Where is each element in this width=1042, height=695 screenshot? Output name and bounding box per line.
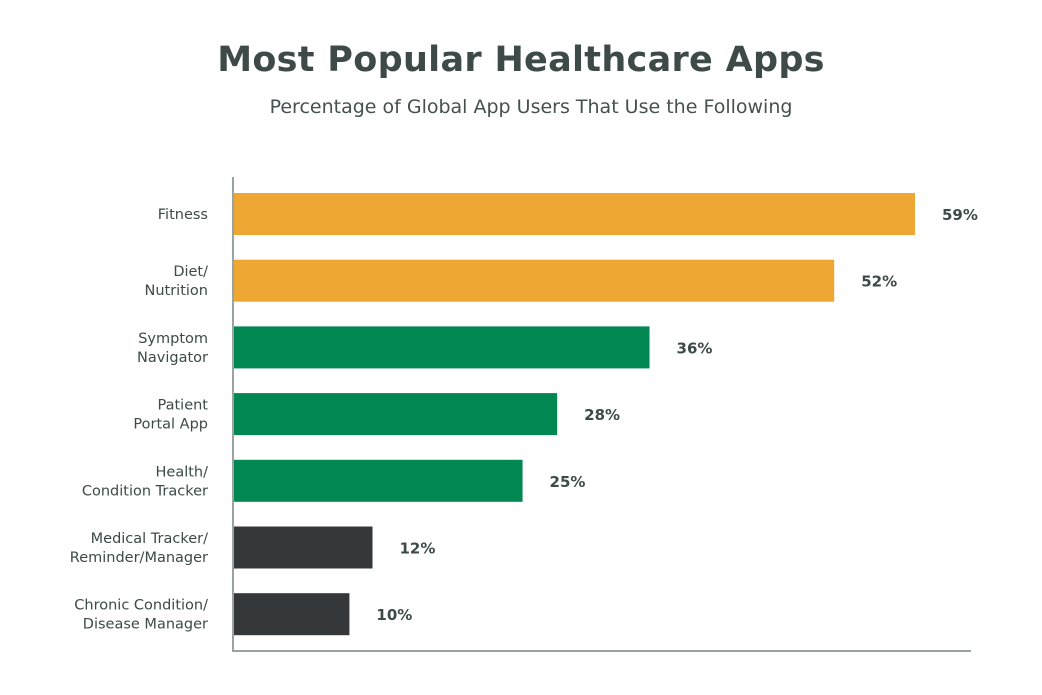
value-label: 25% [550, 473, 586, 491]
chart-subtitle: Percentage of Global App Users That Use … [269, 96, 793, 118]
value-label: 10% [376, 606, 412, 624]
category-label-line: Disease Manager [83, 617, 208, 633]
category-label-line: Nutrition [145, 283, 209, 299]
bar [234, 593, 350, 636]
bar [234, 326, 650, 369]
bar [234, 393, 558, 436]
bar [234, 526, 373, 569]
category-label: Chronic Condition/Disease Manager [74, 598, 208, 633]
category-label-line: Portal App [133, 417, 208, 433]
value-label: 59% [942, 206, 978, 224]
category-label-line: Fitness [158, 207, 208, 223]
category-label-line: Symptom [138, 331, 208, 347]
bar [234, 459, 523, 502]
value-label: 28% [584, 406, 620, 424]
category-label: Diet/Nutrition [145, 264, 209, 299]
value-label: 52% [861, 273, 897, 291]
category-label-line: Diet/ [173, 264, 208, 280]
chart-title: Most Popular Healthcare Apps [217, 40, 825, 80]
value-labels: 59% 52% 36% 28% 25% 12% 10% [376, 206, 977, 624]
category-label: Symptom Navigator [137, 331, 208, 366]
category-label-line: Navigator [137, 350, 208, 366]
bar [234, 259, 835, 302]
category-label: Fitness [158, 207, 208, 223]
category-label-line: Chronic Condition/ [74, 598, 208, 614]
category-label: Patient Portal App [133, 398, 208, 433]
value-label: 36% [677, 339, 713, 357]
bars-group [234, 193, 915, 636]
category-label-line: Condition Tracker [82, 483, 208, 499]
category-labels: Fitness Diet/Nutrition Symptom Navigator Pat… [70, 207, 209, 633]
category-label: Health/Condition Tracker [82, 464, 208, 499]
category-label-line: Reminder/Manager [70, 550, 208, 566]
category-label: Medical Tracker/Reminder/Manager [70, 531, 208, 566]
value-label: 12% [400, 540, 436, 558]
category-label-line: Patient [158, 398, 209, 414]
bar [234, 193, 915, 235]
category-label-line: Health/ [156, 464, 209, 480]
category-label-line: Medical Tracker/ [91, 531, 208, 547]
